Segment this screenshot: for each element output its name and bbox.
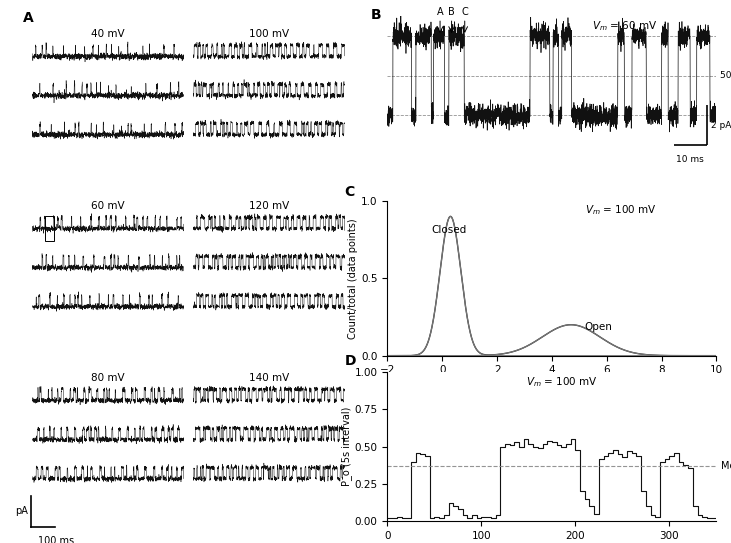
Text: 50% leve: 50% leve xyxy=(719,71,731,80)
Text: Closed: Closed xyxy=(431,225,466,235)
Text: B: B xyxy=(448,7,455,17)
Text: 100 ms: 100 ms xyxy=(38,536,75,543)
Text: C: C xyxy=(461,7,468,17)
Text: 100 mV: 100 mV xyxy=(249,29,289,39)
X-axis label: Current amplitude (pA): Current amplitude (pA) xyxy=(488,381,616,391)
Text: A: A xyxy=(23,11,34,25)
Text: Mean: Mean xyxy=(721,461,731,471)
Text: C: C xyxy=(345,186,355,199)
Text: 40 mV: 40 mV xyxy=(91,29,125,39)
Bar xyxy=(45,216,54,241)
Y-axis label: Count/total (data points): Count/total (data points) xyxy=(349,218,358,339)
Text: A: A xyxy=(436,7,444,17)
Text: 60 mV: 60 mV xyxy=(91,201,125,211)
Text: 10 ms: 10 ms xyxy=(676,155,704,164)
Text: $V_m$ = 60 mV: $V_m$ = 60 mV xyxy=(591,19,657,33)
Y-axis label: P_o (5s interval): P_o (5s interval) xyxy=(341,407,352,487)
Text: D: D xyxy=(345,354,356,368)
Text: $V_m$ = 100 mV: $V_m$ = 100 mV xyxy=(526,375,597,389)
Text: 80 mV: 80 mV xyxy=(91,373,125,383)
Text: B: B xyxy=(371,8,382,22)
Text: 2 pA: 2 pA xyxy=(711,121,731,130)
Text: 140 mV: 140 mV xyxy=(249,373,289,383)
Text: pA: pA xyxy=(15,506,28,516)
Text: 120 mV: 120 mV xyxy=(249,201,289,211)
Text: $V_m$ = 100 mV: $V_m$ = 100 mV xyxy=(585,203,656,217)
Text: Open: Open xyxy=(585,323,613,332)
